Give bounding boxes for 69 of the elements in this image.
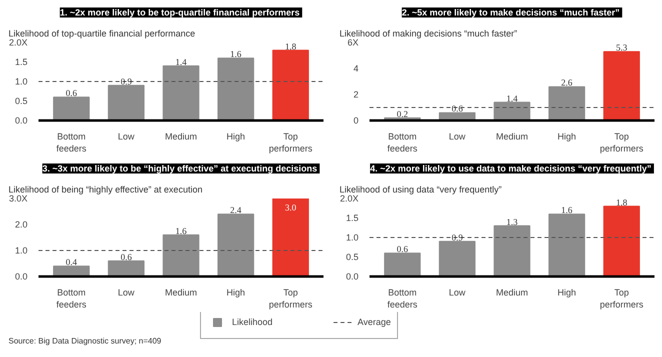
chart-subtitle: Likelihood of being “highly effective” at execution: [8, 184, 202, 194]
y-tick-label: 0.5: [14, 96, 28, 106]
x-tick-label: Medium: [164, 132, 198, 142]
data-label: 0.6: [120, 252, 132, 262]
x-tick-label: High: [226, 132, 246, 142]
chart-title: 1. ~2x more likely to be top-quartile financial performers: [60, 8, 300, 18]
data-label: 3.0: [284, 202, 297, 212]
chart-title: 2. ~5x more likely to make decisions “much faster”: [402, 8, 620, 18]
x-tick-label: Top performers: [268, 132, 313, 154]
y-tick-label: 2.0X: [340, 194, 358, 204]
x-tick-label: Top performers: [268, 288, 313, 310]
x-tick-label: Bottom feeders: [387, 288, 418, 310]
x-tick-label: Bottom feeders: [56, 132, 87, 154]
y-tick-label: 3.0X: [8, 194, 28, 204]
data-label: 1.3: [506, 216, 518, 227]
x-tick-label: Medium: [496, 132, 528, 142]
data-label: 0.4: [66, 257, 78, 268]
x-tick-label: Low: [448, 132, 466, 142]
y-tick-label: 2.0: [14, 220, 28, 230]
data-label: 0.6: [66, 88, 78, 98]
data-label: 0.9: [120, 76, 132, 86]
data-label: 5.3: [616, 42, 628, 53]
y-tick-label: 1.0: [14, 246, 28, 256]
legend-label: Average: [358, 317, 391, 327]
data-label: 1.4: [175, 56, 188, 67]
y-tick-label: 0: [353, 116, 359, 126]
data-label: 2.6: [561, 78, 573, 88]
data-label: 1.6: [561, 205, 573, 216]
y-tick-label: 0.0: [346, 272, 359, 282]
y-tick-label: 1.0: [346, 232, 359, 242]
data-label: 0.2: [396, 108, 408, 119]
x-tick-label: Medium: [164, 288, 198, 298]
data-label: 2.4: [230, 205, 242, 216]
data-label: 0.6: [452, 104, 464, 114]
legend-label: Likelihood: [232, 317, 273, 327]
y-tick-label: 1.5: [346, 213, 359, 223]
data-label: 1.4: [506, 93, 518, 104]
chart-title: 3. ~3x more likely to be “highly effective” at executing decisions: [42, 164, 318, 174]
data-label: 1.8: [616, 197, 628, 208]
y-tick-label: 1.5: [14, 57, 28, 67]
chart-title: 4. ~2x more likely to use data to make decisions “very frequently”: [370, 164, 652, 174]
chart-subtitle: Likelihood of top-quartile financial performance: [8, 28, 196, 38]
chart-subtitle: Likelihood of making decisions “much faster”: [340, 28, 518, 38]
data-label: 1.8: [284, 41, 297, 52]
data-label: 0.9: [452, 232, 464, 242]
x-tick-label: High: [558, 132, 576, 142]
y-tick-label: 0.5: [346, 252, 359, 262]
source-note: Source: Big Data Diagnostic survey; n=409: [8, 336, 162, 346]
data-label: 1.6: [175, 226, 188, 236]
y-tick-label: 2: [353, 90, 359, 100]
y-tick-label: 6X: [347, 38, 359, 48]
y-tick-label: 0.0: [14, 272, 28, 282]
x-tick-label: Medium: [496, 288, 528, 298]
x-tick-label: Low: [118, 288, 135, 298]
x-tick-label: Top performers: [600, 288, 644, 310]
data-label: 1.6: [230, 49, 242, 60]
x-tick-label: Bottom feeders: [56, 288, 87, 310]
x-tick-label: High: [226, 288, 246, 298]
x-tick-label: Low: [448, 288, 466, 298]
x-tick-label: Top performers: [600, 132, 644, 154]
y-tick-label: 1.0: [14, 76, 28, 86]
y-tick-label: 0.0: [14, 116, 28, 126]
x-tick-label: High: [558, 288, 576, 298]
x-tick-label: Bottom feeders: [387, 132, 418, 154]
data-label: 0.6: [396, 244, 409, 254]
y-tick-label: 4: [353, 64, 359, 74]
x-tick-label: Low: [118, 132, 135, 142]
chart-subtitle: Likelihood of using data “very frequently”: [340, 184, 502, 194]
y-tick-label: 2.0X: [8, 38, 28, 48]
